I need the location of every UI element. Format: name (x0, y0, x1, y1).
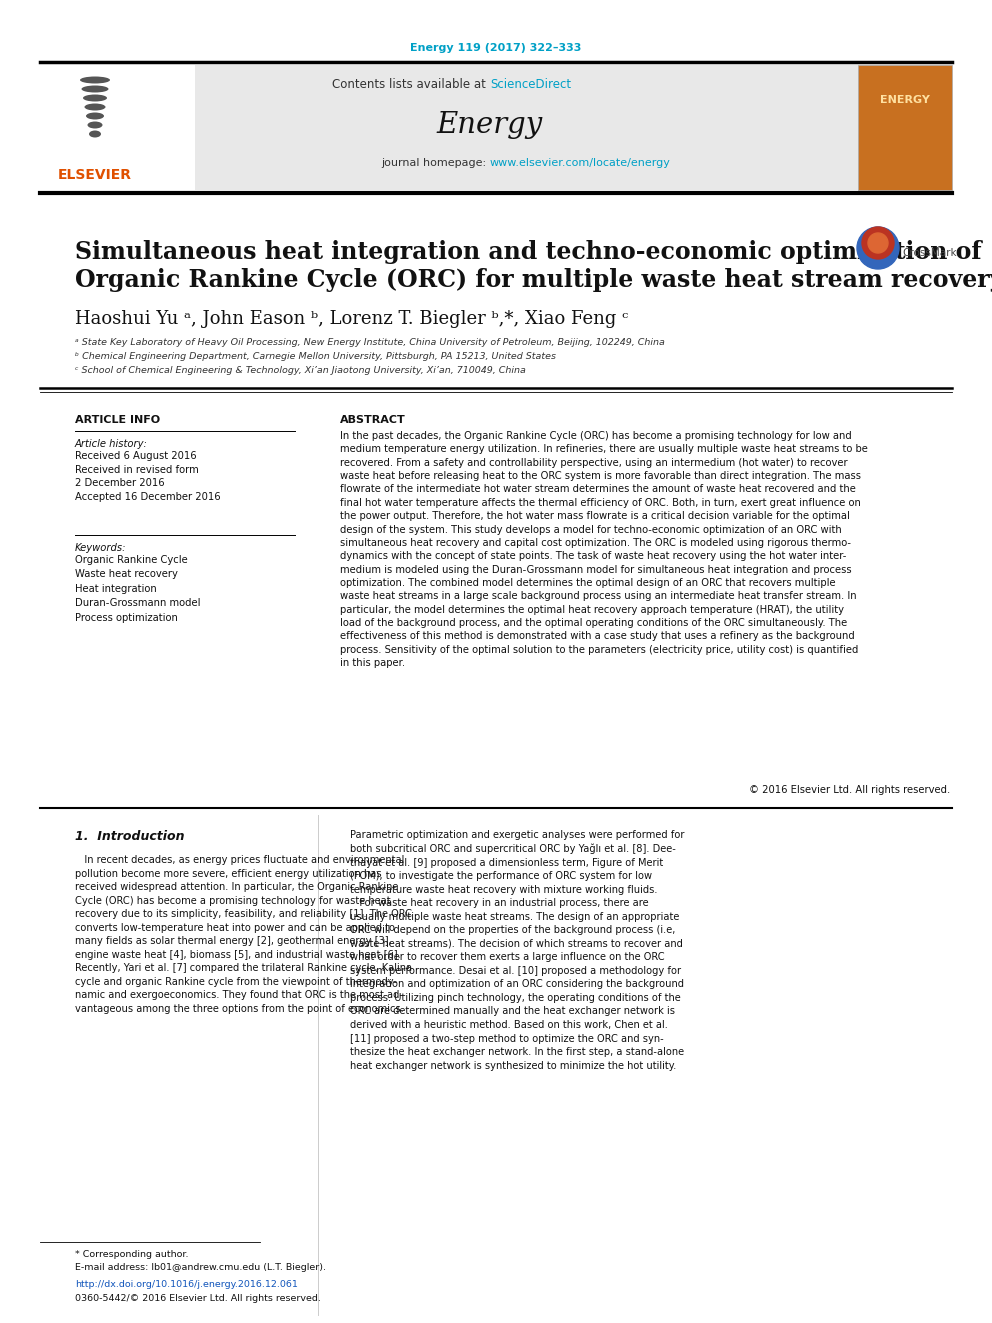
Text: Organic Rankine Cycle
Waste heat recovery
Heat integration
Duran-Grossmann model: Organic Rankine Cycle Waste heat recover… (75, 556, 200, 623)
Ellipse shape (86, 112, 104, 119)
Bar (40, 65, 195, 191)
Bar (858, 65, 952, 191)
Text: CrossMark: CrossMark (902, 247, 956, 258)
Text: Haoshui Yu ᵃ, John Eason ᵇ, Lorenz T. Biegler ᵇ,*, Xiao Feng ᶜ: Haoshui Yu ᵃ, John Eason ᵇ, Lorenz T. Bi… (75, 310, 628, 328)
Bar (40, 65, 952, 191)
Ellipse shape (80, 77, 110, 83)
Text: ScienceDirect: ScienceDirect (490, 78, 571, 91)
Ellipse shape (81, 86, 108, 93)
Text: ELSEVIER: ELSEVIER (58, 168, 132, 183)
Ellipse shape (87, 122, 102, 128)
Text: Energy 119 (2017) 322–333: Energy 119 (2017) 322–333 (411, 44, 581, 53)
Text: ARTICLE INFO: ARTICLE INFO (75, 415, 160, 425)
Text: * Corresponding author.: * Corresponding author. (75, 1250, 188, 1259)
Text: 0360-5442/© 2016 Elsevier Ltd. All rights reserved.: 0360-5442/© 2016 Elsevier Ltd. All right… (75, 1294, 320, 1303)
Text: E-mail address: lb01@andrew.cmu.edu (L.T. Biegler).: E-mail address: lb01@andrew.cmu.edu (L.T… (75, 1263, 326, 1271)
Text: ENERGY: ENERGY (880, 95, 930, 105)
Circle shape (862, 228, 894, 259)
Text: ᶜ School of Chemical Engineering & Technology, Xi’an Jiaotong University, Xi’an,: ᶜ School of Chemical Engineering & Techn… (75, 366, 526, 374)
Text: Contents lists available at: Contents lists available at (332, 78, 490, 91)
Ellipse shape (89, 131, 101, 138)
Text: journal homepage:: journal homepage: (381, 157, 490, 168)
Text: Simultaneous heat integration and techno-economic optimization of: Simultaneous heat integration and techno… (75, 239, 981, 265)
Text: ᵃ State Key Laboratory of Heavy Oil Processing, New Energy Institute, China Univ: ᵃ State Key Laboratory of Heavy Oil Proc… (75, 337, 665, 347)
Text: © 2016 Elsevier Ltd. All rights reserved.: © 2016 Elsevier Ltd. All rights reserved… (749, 785, 950, 795)
Text: ᵇ Chemical Engineering Department, Carnegie Mellon University, Pittsburgh, PA 15: ᵇ Chemical Engineering Department, Carne… (75, 352, 556, 361)
Text: Article history:: Article history: (75, 439, 148, 448)
Text: Keywords:: Keywords: (75, 542, 127, 553)
Text: Received 6 August 2016
Received in revised form
2 December 2016
Accepted 16 Dece: Received 6 August 2016 Received in revis… (75, 451, 220, 501)
Text: www.elsevier.com/locate/energy: www.elsevier.com/locate/energy (490, 157, 671, 168)
Text: Energy: Energy (436, 111, 544, 139)
Ellipse shape (83, 94, 107, 102)
Ellipse shape (84, 103, 105, 111)
Text: In the past decades, the Organic Rankine Cycle (ORC) has become a promising tech: In the past decades, the Organic Rankine… (340, 431, 868, 668)
Text: Parametric optimization and exergetic analyses were performed for
both subcritic: Parametric optimization and exergetic an… (350, 830, 684, 1070)
Text: 1.  Introduction: 1. Introduction (75, 830, 185, 843)
Circle shape (868, 233, 888, 253)
Circle shape (857, 228, 899, 269)
Text: In recent decades, as energy prices fluctuate and environmental
pollution become: In recent decades, as energy prices fluc… (75, 855, 412, 1013)
Text: http://dx.doi.org/10.1016/j.energy.2016.12.061: http://dx.doi.org/10.1016/j.energy.2016.… (75, 1279, 298, 1289)
Text: ABSTRACT: ABSTRACT (340, 415, 406, 425)
Text: Organic Rankine Cycle (ORC) for multiple waste heat stream recovery: Organic Rankine Cycle (ORC) for multiple… (75, 269, 992, 292)
